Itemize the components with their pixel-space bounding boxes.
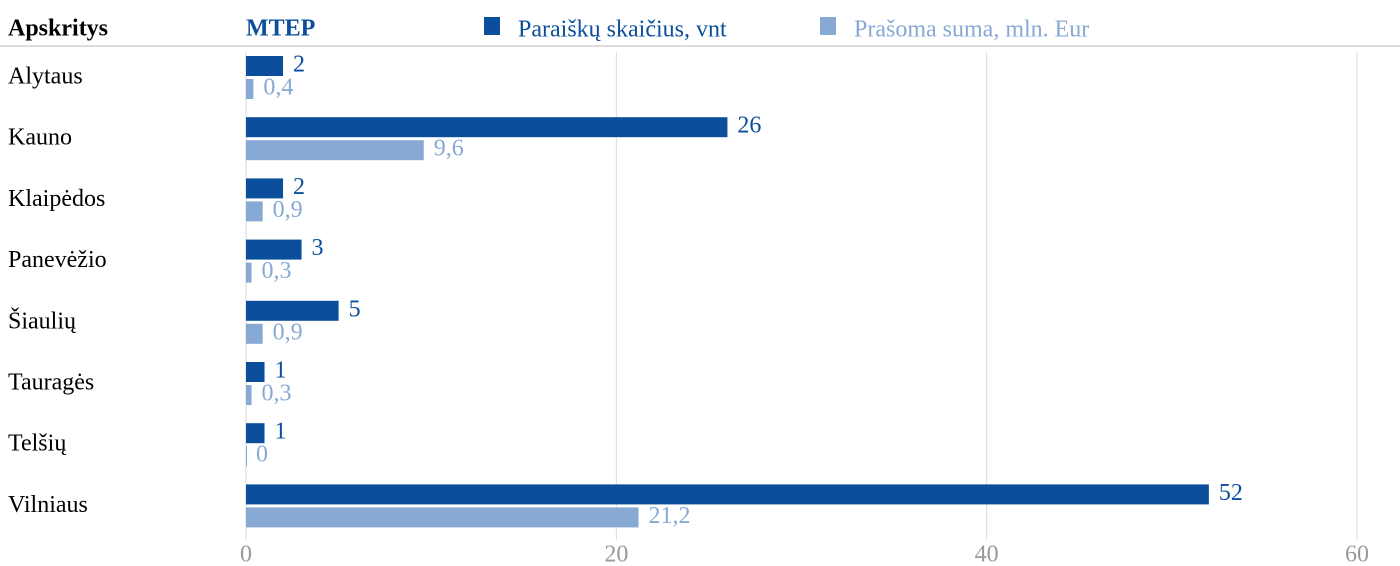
bar	[246, 507, 639, 528]
category-label: Panevėžio	[8, 247, 107, 273]
bar	[246, 79, 254, 99]
data-label: 2	[293, 174, 305, 200]
x-tick-label: 20	[604, 542, 628, 566]
category-label: Vilniaus	[8, 492, 88, 518]
legend-label: Paraiškų skaičius, vnt	[518, 17, 727, 43]
category-label: Klaipėdos	[8, 186, 105, 212]
x-tick-label: 0	[240, 542, 252, 566]
chart-title: MTEP	[246, 16, 315, 42]
data-label: 0,3	[262, 258, 292, 284]
bar	[246, 484, 1209, 505]
x-tick-label: 60	[1345, 542, 1369, 566]
data-label: 2	[293, 52, 305, 78]
data-label: 0,3	[262, 381, 292, 407]
data-label: 1	[275, 419, 287, 445]
bar	[246, 201, 263, 222]
bar	[246, 178, 284, 199]
data-label: 52	[1219, 480, 1243, 506]
bar	[246, 140, 424, 161]
bar	[246, 239, 302, 260]
legend-swatch	[484, 17, 500, 35]
data-label: 0,4	[263, 75, 293, 101]
category-label: Šiaulių	[8, 307, 77, 334]
category-label: Tauragės	[8, 370, 94, 396]
bar	[246, 323, 263, 344]
data-label: 26	[737, 113, 761, 139]
x-tick-label: 40	[975, 542, 999, 566]
bar	[246, 262, 252, 283]
data-label: 0	[256, 442, 268, 468]
data-label: 5	[349, 296, 361, 322]
category-label: Kauno	[8, 125, 72, 151]
category-label: Telšių	[8, 431, 67, 457]
bar	[246, 446, 247, 467]
category-header: Apskritys	[8, 16, 108, 42]
data-label: 9,6	[434, 136, 464, 162]
data-label: 1	[275, 358, 287, 384]
data-label: 0,9	[273, 319, 303, 345]
bar	[246, 423, 265, 444]
bar	[246, 300, 339, 321]
data-label: 3	[312, 235, 324, 261]
bar	[246, 117, 728, 138]
bar	[246, 362, 265, 382]
bar	[246, 56, 284, 76]
data-label: 0,9	[273, 197, 303, 223]
category-label: Alytaus	[8, 64, 83, 90]
bar	[246, 385, 252, 405]
legend-swatch	[820, 17, 836, 35]
legend-label: Prašoma suma, mln. Eur	[854, 17, 1089, 43]
data-label: 21,2	[649, 503, 691, 529]
